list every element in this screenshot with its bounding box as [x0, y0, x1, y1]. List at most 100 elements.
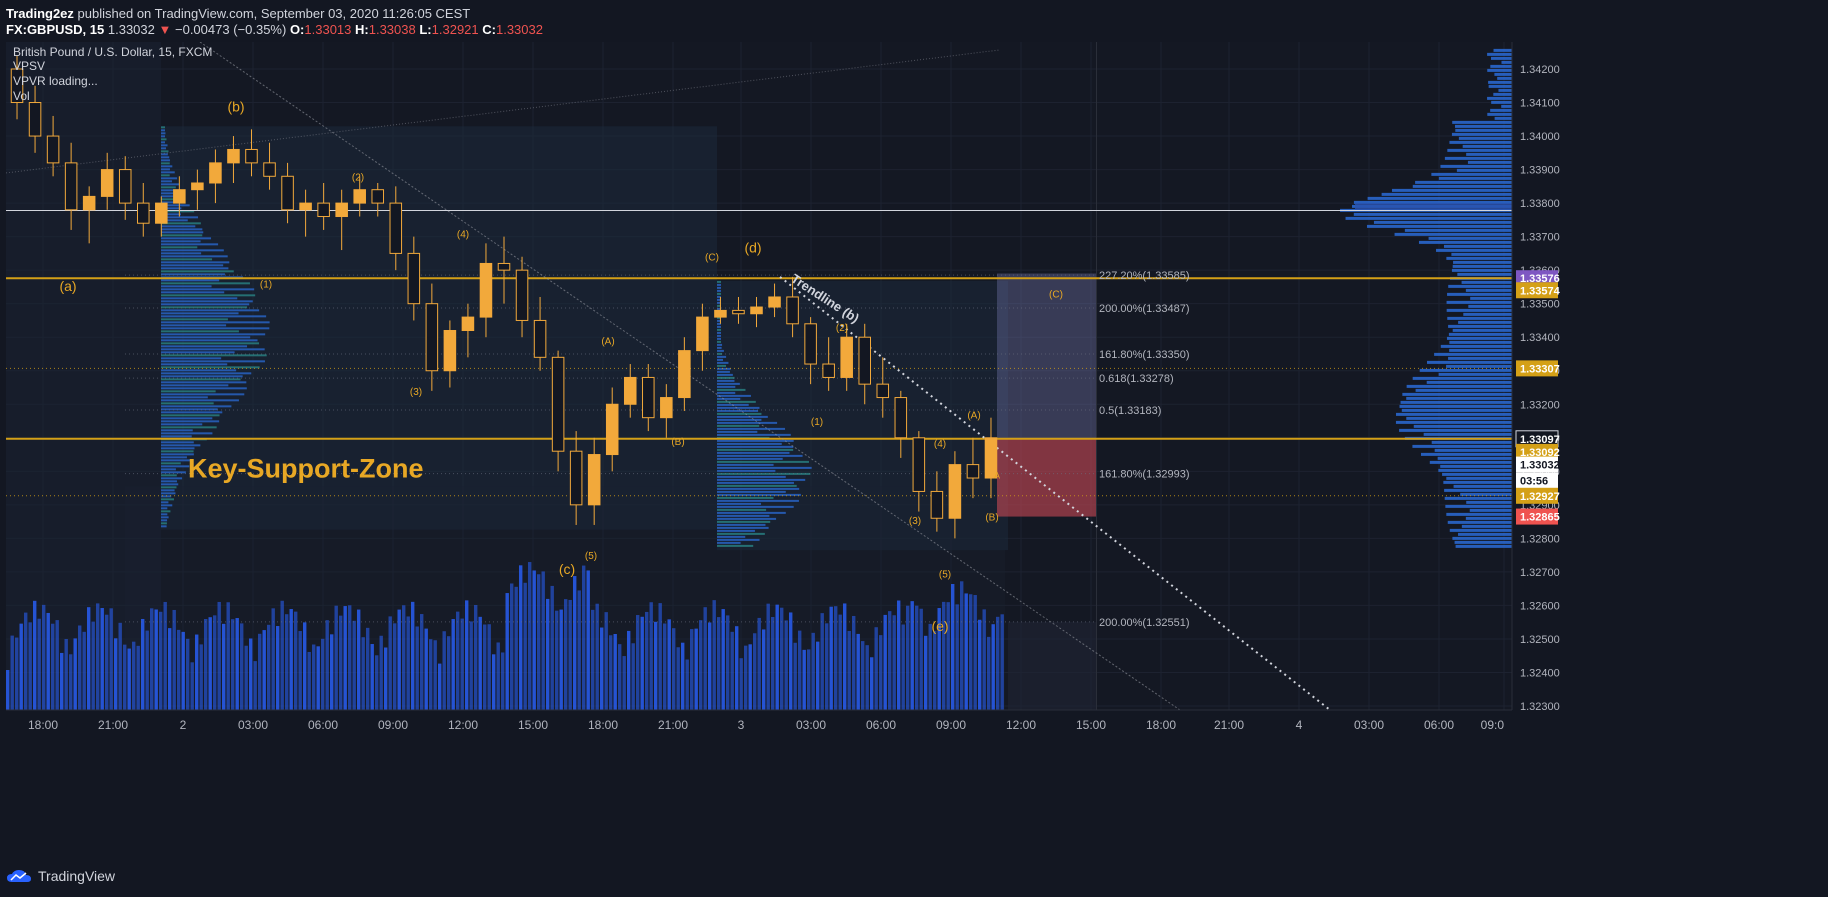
volume-bar	[109, 608, 113, 710]
profile-bar	[717, 412, 762, 415]
price-tick: 1.33700	[1520, 232, 1560, 244]
profile-bar	[161, 189, 181, 192]
profile-bar	[161, 177, 178, 180]
candle-body	[425, 303, 439, 372]
profile-bar	[161, 198, 185, 201]
vpvr-bar	[1400, 400, 1512, 404]
profile-bar	[161, 237, 212, 240]
vpvr-bar	[1444, 156, 1512, 160]
profile-bar	[161, 138, 167, 141]
profile-bar	[717, 367, 731, 370]
volume-bar	[510, 583, 514, 710]
symbol[interactable]: FX:GBPUSD, 15	[6, 22, 105, 37]
price-label-box	[1516, 487, 1558, 504]
vpvr-bar	[1402, 392, 1512, 396]
volume-bar	[586, 570, 590, 710]
volume-bar	[780, 607, 784, 710]
vpvr-bar	[1419, 368, 1512, 372]
candle-body	[317, 202, 330, 218]
volume-bar	[321, 638, 325, 710]
volume-bar	[942, 601, 946, 710]
time-tick: 2	[180, 718, 187, 732]
volume-bar	[631, 643, 635, 710]
candle-body	[137, 202, 150, 224]
profile-bar	[717, 358, 724, 361]
profile-bar	[717, 289, 721, 292]
volume-bar	[969, 594, 973, 710]
fib-area	[1008, 621, 1096, 710]
volume-bar	[946, 602, 950, 710]
vpvr-bar	[1469, 508, 1512, 512]
time-tick: 12:00	[1006, 718, 1036, 732]
volume-bar	[330, 634, 334, 710]
price-label-box	[1516, 456, 1558, 473]
high-value: 1.33038	[368, 22, 416, 37]
price-axis-bg	[1512, 42, 1828, 738]
profile-bar	[717, 424, 760, 427]
volume-bar	[226, 602, 230, 710]
brand-name: TradingView	[38, 868, 116, 884]
profile-bar	[717, 526, 769, 529]
volume-bar	[397, 609, 401, 710]
footer: TradingView	[0, 858, 1828, 897]
vpvr-bar	[1437, 456, 1512, 460]
volume-bars	[6, 562, 1004, 710]
volume-bar	[460, 618, 464, 710]
volume-bar	[910, 601, 914, 710]
candle-body	[371, 189, 385, 204]
time-tick: 3	[738, 718, 745, 732]
candle-body	[714, 309, 727, 318]
vpvr-bar	[1399, 428, 1512, 432]
profile-bar	[161, 447, 195, 450]
tradingview-logo[interactable]: TradingView	[6, 868, 115, 884]
profile-bar	[161, 210, 195, 213]
profile-bar	[161, 234, 203, 237]
volume-bar	[811, 632, 815, 710]
profile-bar	[717, 334, 721, 337]
profile-bar	[161, 399, 239, 402]
volume-bar	[123, 644, 127, 710]
vpvr-bar	[1458, 320, 1512, 324]
fib-label: 161.80%(1.33350)	[1099, 349, 1190, 361]
chart-canvas[interactable]: Key-Support-Zone (a) (b) (c) (d) (e) (1) (2) (3)…	[0, 42, 1828, 858]
candle-body	[227, 148, 240, 164]
volume-bar	[168, 628, 172, 710]
profile-bar	[161, 135, 165, 138]
profile-bar	[717, 307, 721, 310]
price-label: 1.33307	[1520, 363, 1560, 375]
profile-bar	[161, 405, 232, 408]
profile-bar	[717, 328, 721, 331]
profile-bar	[717, 466, 812, 469]
volume-bar	[568, 599, 572, 710]
publisher-name[interactable]: Trading2ez	[6, 6, 74, 21]
profile-bar	[717, 481, 794, 484]
key-zone-label: Key-Support-Zone	[188, 453, 424, 483]
wave-label: (d)	[744, 239, 761, 255]
vpvr-bar	[1446, 364, 1512, 368]
profile-bar	[717, 280, 721, 283]
profile-bar	[161, 444, 201, 447]
volume-bar	[96, 603, 100, 710]
vpvr-bar	[1391, 188, 1512, 192]
profile-bar	[161, 264, 224, 267]
vpvr-bar	[1457, 272, 1512, 276]
profile-bar	[161, 465, 190, 468]
cloud-icon	[7, 870, 31, 882]
profile-bar	[161, 462, 181, 465]
profile-bar	[717, 400, 756, 403]
profile-bar	[161, 516, 169, 519]
volume-bar	[816, 641, 820, 710]
wave-label: (4)	[457, 229, 469, 240]
vpvr-bar	[1423, 432, 1512, 436]
vpvr-bar	[1488, 80, 1512, 84]
low-label: L:	[419, 22, 432, 37]
profile-bar	[161, 378, 241, 381]
candle-body	[82, 195, 96, 211]
volume-bar	[915, 605, 919, 710]
profile-bar	[717, 322, 721, 325]
profile-bar	[161, 489, 175, 492]
price-tick: 1.33800	[1520, 198, 1560, 210]
volume-bar	[820, 613, 824, 710]
volume-bar	[852, 615, 856, 710]
volume-bar	[708, 622, 712, 710]
